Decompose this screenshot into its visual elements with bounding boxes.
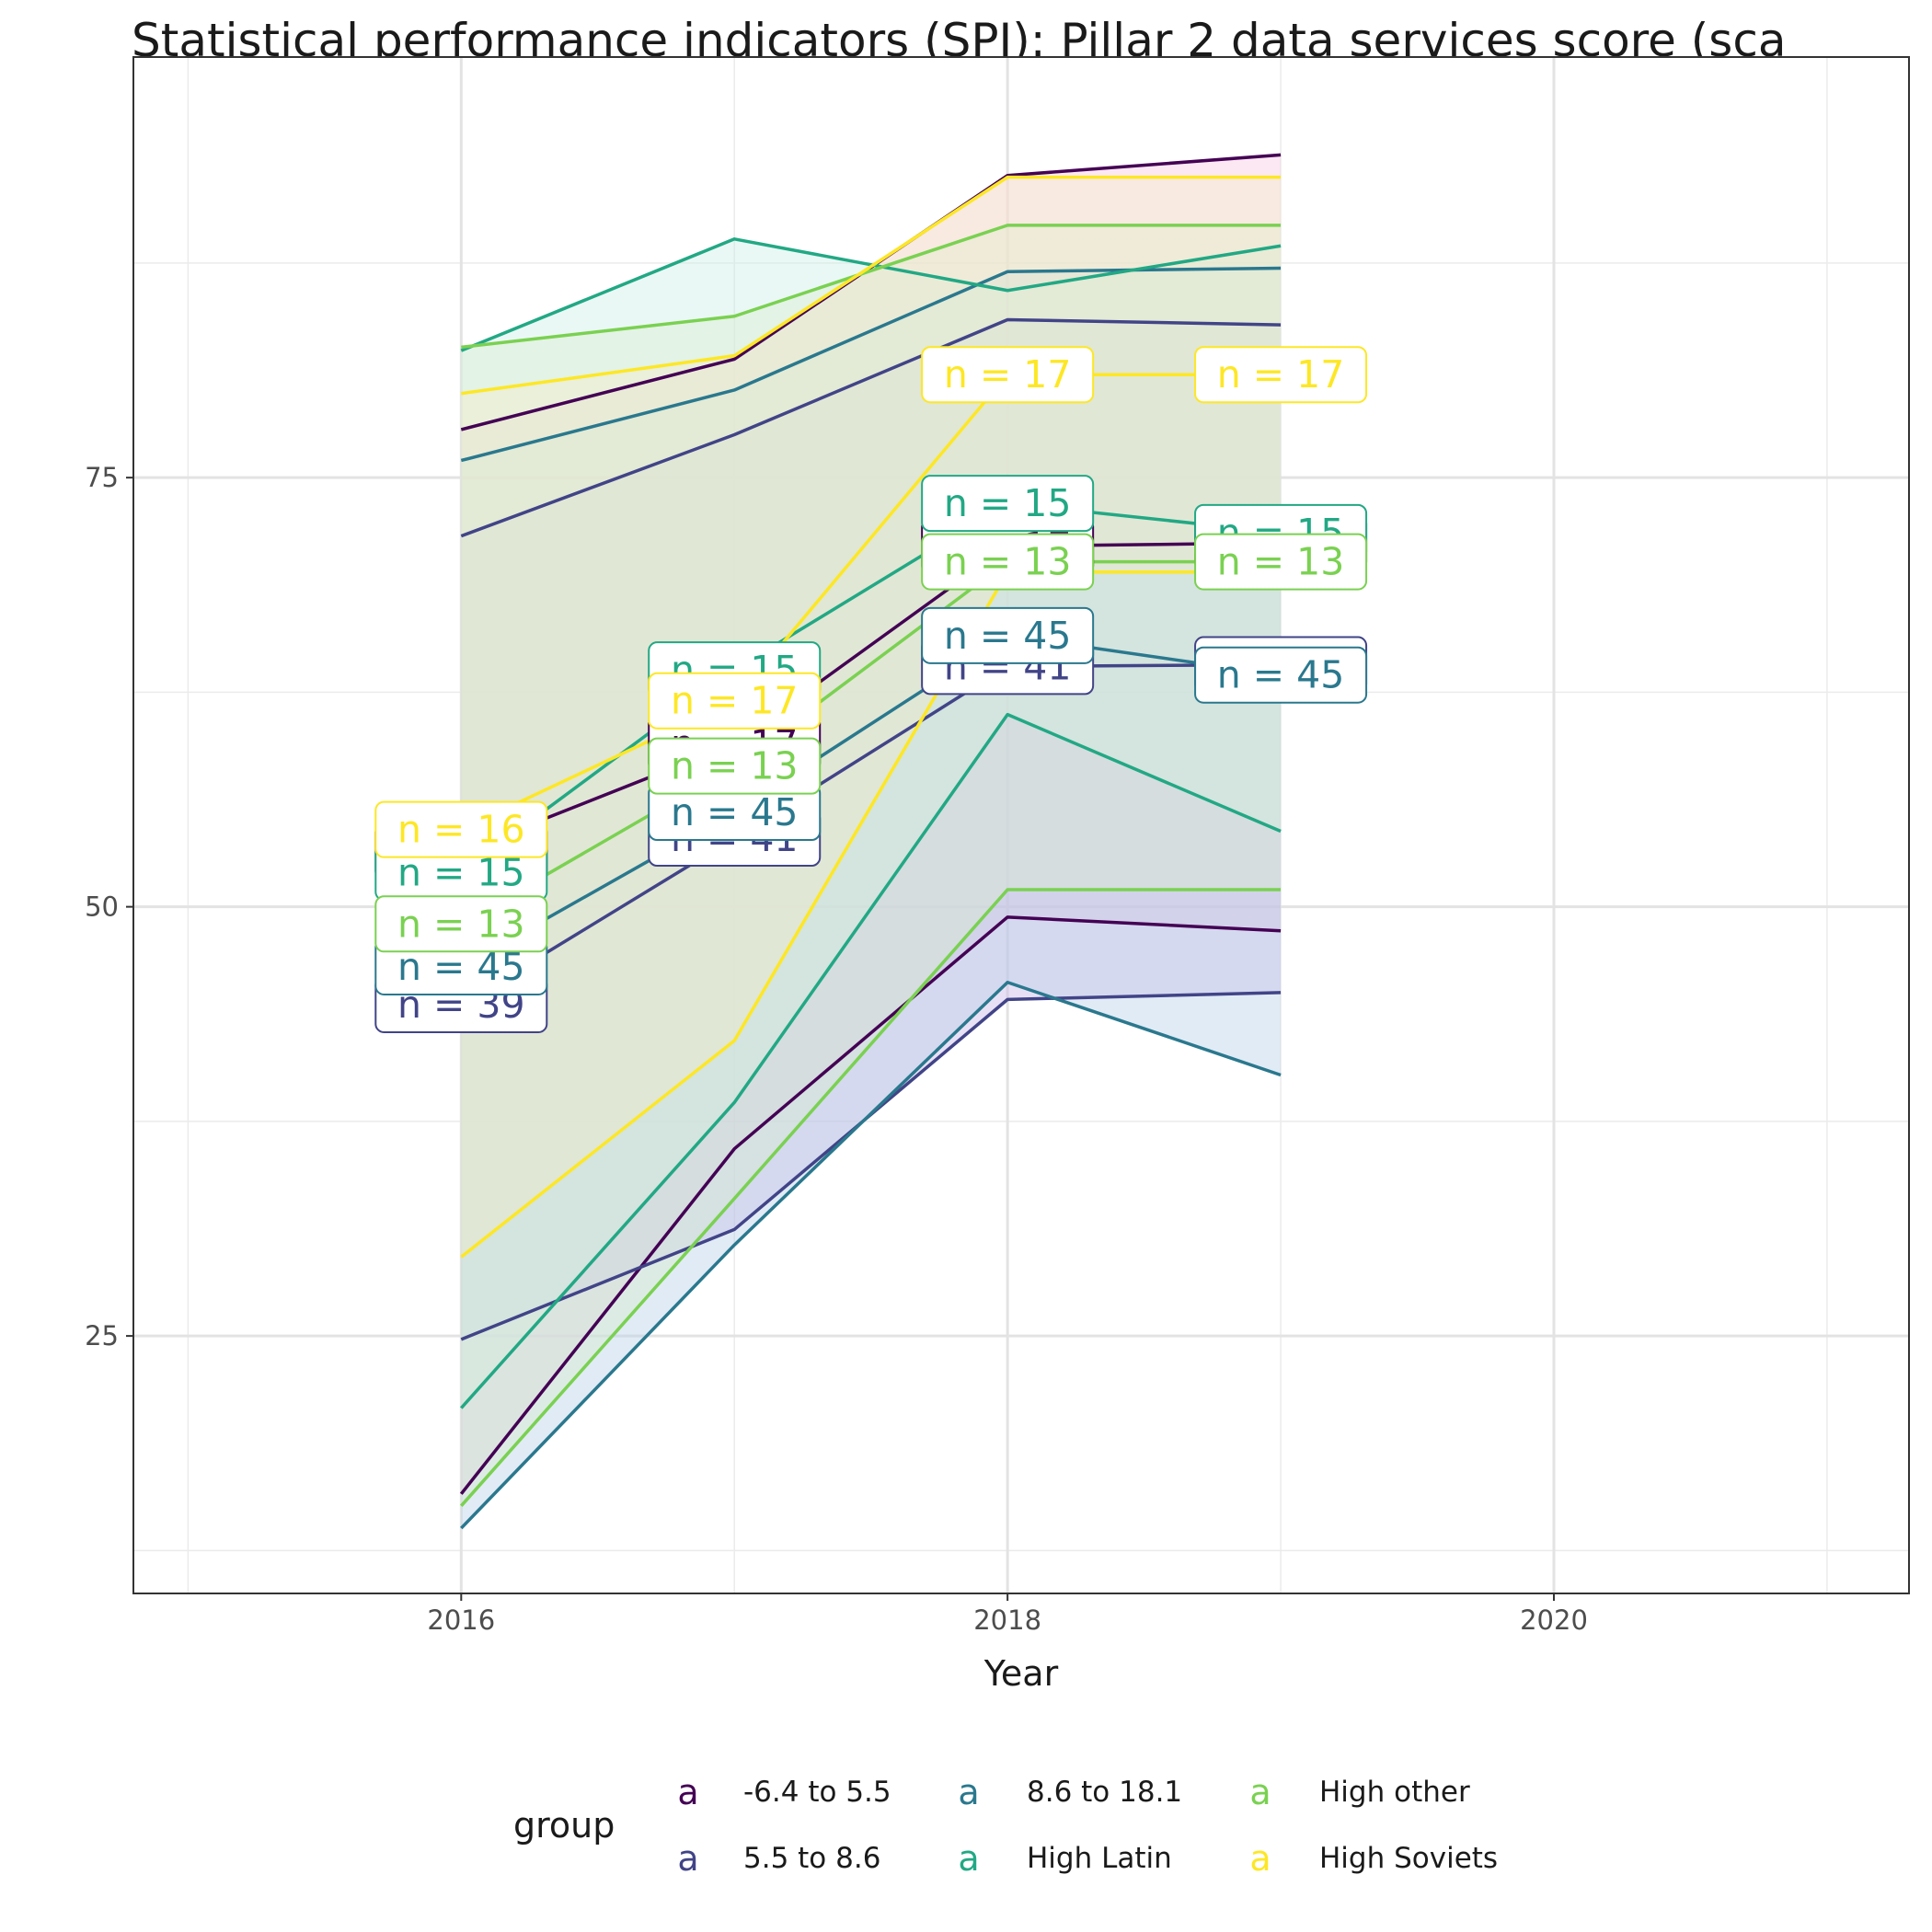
legend-key-glyph: a [1249, 1838, 1271, 1879]
legend-item-5-5-to-8-6: a 5.5 to 8.6 [677, 1838, 880, 1879]
n-label-text: n = 45 [944, 614, 1072, 658]
n-label-8-6-to-18-1: n = 45 [1194, 646, 1368, 704]
x-tick-label: 2016 [427, 1604, 495, 1636]
x-tick-label: 2018 [973, 1604, 1041, 1636]
n-label-text: n = 45 [1217, 653, 1345, 697]
legend-item-6-4-to-5-5: a -6.4 to 5.5 [677, 1772, 891, 1812]
n-label-box [1194, 646, 1368, 704]
n-label-8-6-to-18-1: n = 45 [921, 606, 1095, 664]
legend-key-glyph: a [958, 1838, 979, 1879]
legend-key-glyph: a [1249, 1772, 1271, 1812]
line-lower-high-other [459, 888, 1282, 1508]
n-label-text: n = 17 [1217, 352, 1345, 397]
n-labels: n = 16n = 17n = 17n = 17n = 39n = 41n = … [374, 346, 1368, 1033]
n-label-text: n = 13 [944, 540, 1072, 584]
n-label-text: n = 16 [397, 808, 525, 852]
legend-item-high-latin: a High Latin [958, 1838, 1171, 1879]
n-label-high-latin: n = 15 [921, 475, 1095, 533]
line-mean-6-4-to-5-5 [460, 541, 1282, 854]
ribbon-high-soviets [461, 177, 1282, 1258]
n-label-box [1194, 533, 1368, 591]
y-tick-label: 50 [85, 891, 119, 923]
legend-item-high-soviets: a High Soviets [1249, 1838, 1498, 1879]
n-label-box [921, 606, 1095, 664]
n-label-text: n = 13 [671, 744, 799, 788]
y-tick-label: 75 [85, 462, 119, 493]
n-label-box [648, 672, 822, 730]
panel-border [132, 56, 1910, 1594]
line-upper-5-5-to-8-6 [460, 317, 1282, 538]
line-lower-6-4-to-5-5 [459, 915, 1282, 1495]
line-upper-high-other [461, 224, 1282, 350]
n-label-high-soviets: n = 17 [1194, 346, 1368, 404]
n-label-high-soviets: n = 17 [921, 346, 1095, 404]
n-label-high-other: n = 13 [921, 533, 1095, 591]
legend-item-high-other: a High other [1249, 1772, 1470, 1812]
legend-label: -6.4 to 5.5 [743, 1776, 891, 1809]
n-label-box [921, 533, 1095, 591]
line-mean-high-latin [460, 501, 1282, 874]
lines [459, 153, 1282, 1530]
x-axis-title: Year [983, 1653, 1059, 1694]
legend-label: 5.5 to 8.6 [743, 1842, 880, 1875]
n-label-text: n = 17 [944, 352, 1072, 397]
legend-key-glyph: a [677, 1772, 698, 1812]
legend-title: group [513, 1805, 615, 1846]
n-label-high-soviets: n = 16 [374, 800, 548, 858]
line-upper-8-6-to-18-1 [460, 266, 1282, 463]
legend-label: High other [1319, 1776, 1470, 1809]
legend-key-glyph: a [677, 1838, 698, 1879]
n-label-high-other: n = 13 [374, 895, 548, 953]
n-label-box [374, 800, 548, 858]
line-lower-high-latin [460, 712, 1282, 1409]
n-label-box [921, 346, 1095, 404]
line-mean-8-6-to-18-1 [460, 634, 1282, 969]
legend-label: High Soviets [1319, 1842, 1498, 1875]
n-label-text: n = 15 [944, 481, 1072, 525]
legend-key-glyph: a [958, 1772, 979, 1812]
y-tick-label: 25 [85, 1320, 119, 1351]
n-label-high-soviets: n = 17 [648, 672, 822, 730]
legend-label: High Latin [1027, 1842, 1172, 1875]
line-upper-high-soviets [461, 175, 1282, 396]
legend: group a -6.4 to 5.5 a 5.5 to 8.6 a 8.6 to 18.… [513, 1772, 1498, 1879]
n-label-high-other: n = 13 [1194, 533, 1368, 591]
n-label-8-6-to-18-1: n = 45 [648, 784, 822, 842]
axes: 2016 2018 2020 25 50 75 [85, 462, 1588, 1636]
x-tick-label: 2020 [1520, 1604, 1588, 1636]
line-mean-5-5-to-8-6 [460, 662, 1282, 1006]
n-label-text: n = 13 [1217, 540, 1345, 584]
legend-label: 8.6 to 18.1 [1027, 1776, 1182, 1809]
line-lower-8-6-to-18-1 [460, 980, 1282, 1530]
n-label-box [374, 895, 548, 953]
n-label-text: n = 45 [671, 790, 799, 834]
line-mean-high-other [460, 559, 1282, 926]
n-label-box [921, 475, 1095, 533]
line-lower-high-soviets [460, 570, 1282, 1259]
n-label-box [648, 737, 822, 795]
line-mean-high-soviets [460, 373, 1282, 832]
n-label-text: n = 13 [397, 902, 525, 946]
n-label-text: n = 17 [671, 679, 799, 723]
n-label-high-other: n = 13 [648, 737, 822, 795]
n-label-box [1194, 346, 1368, 404]
legend-item-8-6-to-18-1: a 8.6 to 18.1 [958, 1772, 1182, 1812]
